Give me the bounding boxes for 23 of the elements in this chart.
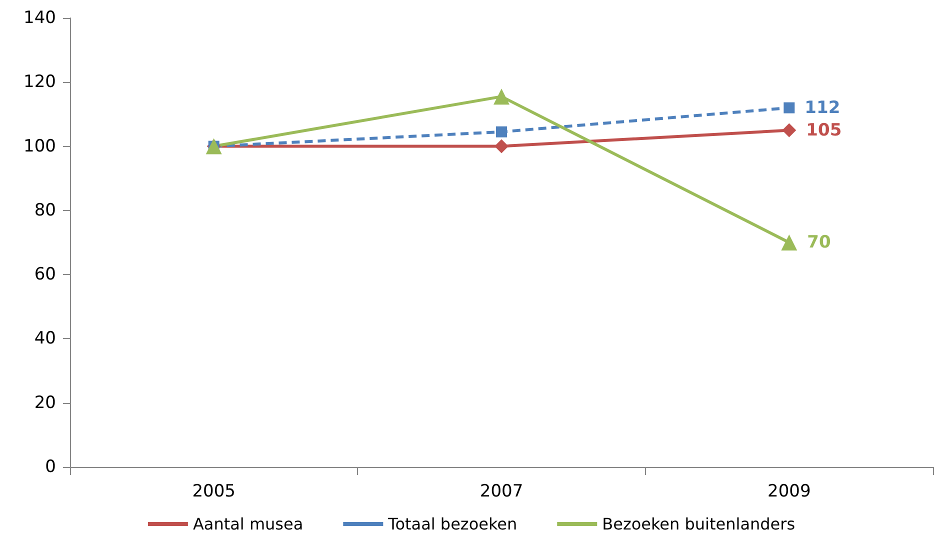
- y-tick-label: 80: [34, 200, 56, 220]
- legend-label: Bezoeken buitenlanders: [602, 514, 796, 534]
- point: [494, 88, 510, 105]
- y-tick-label: 60: [34, 264, 56, 285]
- x-tick-label: 2005: [192, 482, 236, 502]
- data-label: 105: [806, 120, 842, 140]
- point: [494, 139, 508, 154]
- point: [784, 102, 795, 114]
- legend-label: Totaal bezoeken: [387, 514, 518, 534]
- y-tick-label: 100: [24, 136, 56, 156]
- point: [781, 234, 798, 250]
- data-label: 70: [807, 232, 831, 252]
- y-tick-label: 40: [34, 328, 56, 349]
- point: [782, 123, 796, 138]
- point: [496, 126, 507, 138]
- y-tick-label: 140: [24, 8, 56, 28]
- legend-label: Aantal musea: [192, 514, 304, 534]
- data-label: 112: [804, 98, 840, 118]
- y-tick-label: 120: [24, 72, 56, 92]
- y-tick-label: 0: [45, 457, 56, 477]
- y-tick-label: 20: [34, 392, 56, 413]
- x-tick-label: 2009: [768, 482, 811, 502]
- x-tick-label: 2007: [480, 482, 524, 502]
